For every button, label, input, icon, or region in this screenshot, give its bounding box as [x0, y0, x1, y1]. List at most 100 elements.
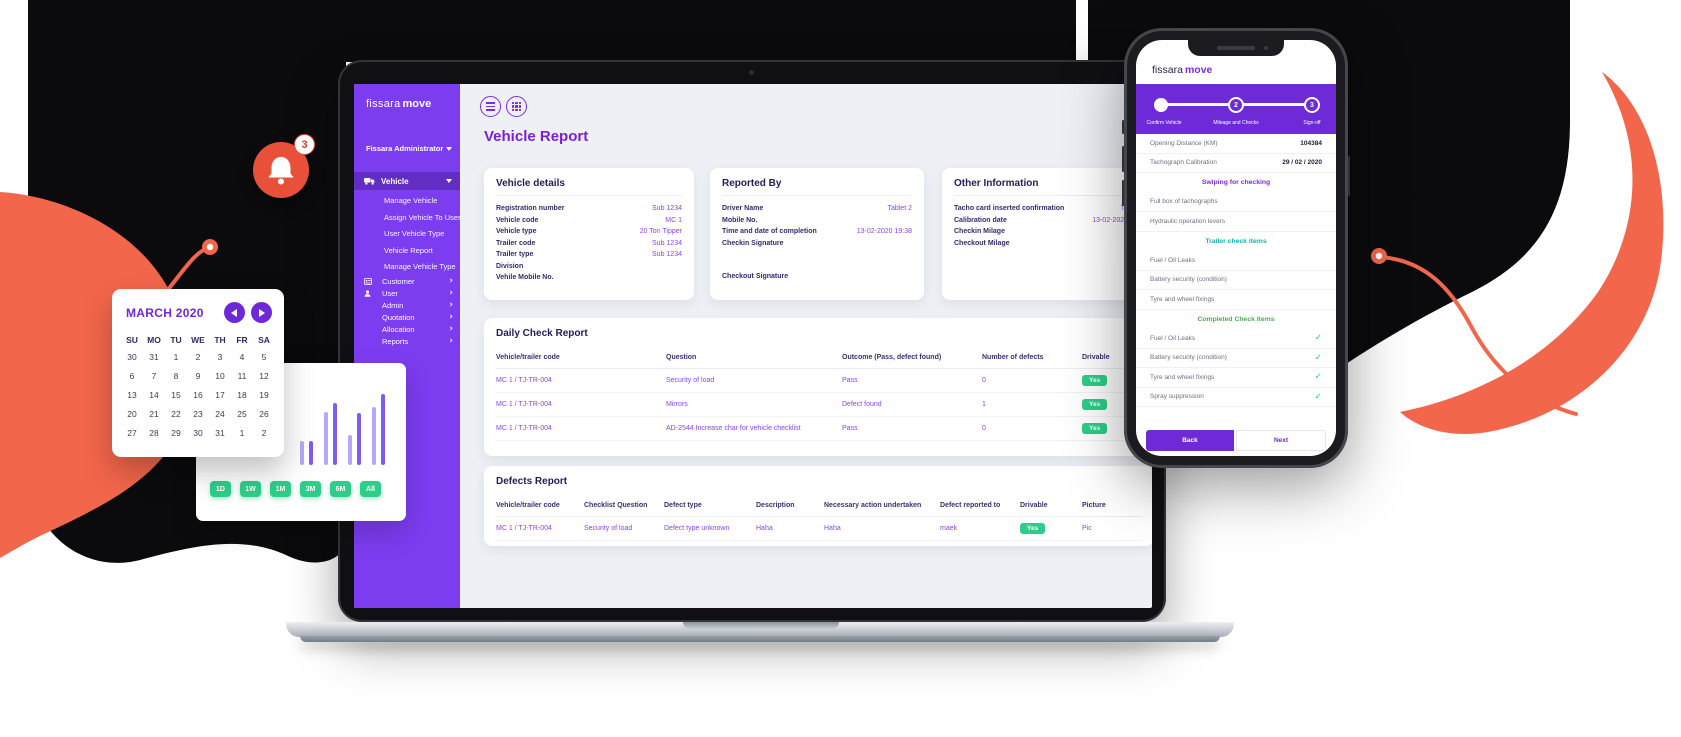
calendar-day[interactable]: 2 [195, 351, 201, 362]
sidebar-item-admin[interactable]: Admin › [364, 299, 453, 311]
calendar-day[interactable]: 19 [259, 389, 269, 400]
day-header: TU [170, 335, 182, 345]
calendar-day[interactable]: 4 [239, 351, 245, 362]
sidebar-item-user[interactable]: User › [364, 287, 453, 299]
sidebar-item-reports[interactable]: Reports › [364, 335, 453, 347]
check-icon: ✓ [1314, 391, 1322, 402]
info-row: Tacho card inserted confirmationTa [954, 203, 1142, 215]
range-button-6m[interactable]: 6M [330, 481, 351, 497]
next-button[interactable]: Next [1236, 430, 1326, 451]
column-header: Drivable [1020, 502, 1048, 509]
calendar-day[interactable]: 15 [171, 389, 181, 400]
table-row: MC 1 / TJ-TR-004 AD-2544 Increase char fo… [496, 417, 1142, 441]
range-button-3m[interactable]: 3M [300, 481, 321, 497]
table-title: Defects Report [496, 476, 568, 487]
bar [372, 407, 376, 465]
calendar-day[interactable]: 9 [195, 370, 201, 381]
calendar-day[interactable]: 8 [173, 370, 179, 381]
checklist-item[interactable]: Full box of tachographs [1136, 193, 1336, 212]
field-value: Sub 1234 [652, 239, 682, 247]
checklist-item[interactable]: Fuel / Oil Leaks ✓ [1136, 329, 1336, 349]
step-1-dot[interactable] [1154, 98, 1168, 112]
checklist-item[interactable]: Tyre and wheel fixings [1136, 290, 1336, 310]
checklist-item[interactable]: Battery security (condition) [1136, 271, 1336, 290]
prev-month-button[interactable] [224, 302, 245, 323]
notification-bell[interactable]: 3 [253, 134, 315, 198]
sidebar-item-label: Admin [382, 300, 404, 310]
sidebar-item-vehicle[interactable]: Vehicle [354, 172, 460, 190]
calendar-day[interactable]: 30 [127, 351, 137, 362]
range-button-1w[interactable]: 1W [240, 481, 261, 497]
checklist-item[interactable]: Hydraulic operation levers [1136, 212, 1336, 232]
apps-button[interactable] [506, 96, 527, 117]
info-row: Mobile No. [722, 215, 912, 227]
sidebar-user-menu[interactable]: Fissara Administrator [366, 144, 452, 153]
menu-toggle-button[interactable] [480, 96, 501, 117]
calendar-day[interactable]: 6 [129, 370, 135, 381]
checklist-item[interactable]: Spray suppression ✓ [1136, 388, 1336, 407]
calendar-day[interactable]: 21 [149, 408, 159, 419]
day-header: SA [258, 335, 270, 345]
step-3-circle[interactable]: 3 [1304, 97, 1320, 113]
calendar-day[interactable]: 24 [215, 408, 225, 419]
next-month-button[interactable] [251, 302, 272, 323]
cell-defects: 1 [982, 401, 986, 408]
calendar-day[interactable]: 17 [215, 389, 225, 400]
sidebar-subitem-manage-vehicle-type[interactable]: Manage Vehicle Type [384, 262, 456, 271]
sidebar-item-customer[interactable]: Customer › [364, 275, 453, 287]
calendar-day[interactable]: 3 [217, 351, 223, 362]
calendar-day[interactable]: 20 [127, 408, 137, 419]
sidebar-subitem-assign-vehicle-to-user[interactable]: Assign Vehicle To User [384, 212, 461, 222]
sidebar-subitem-vehicle-report[interactable]: Vehicle Report [384, 245, 433, 255]
calendar-day[interactable]: 31 [215, 427, 225, 438]
range-button-1m[interactable]: 1M [270, 481, 291, 497]
calendar-day[interactable]: 10 [215, 370, 225, 381]
calendar-day[interactable]: 1 [173, 351, 179, 362]
sidebar-item-allocation[interactable]: Allocation › [364, 323, 453, 335]
bar [333, 403, 337, 465]
checklist-item[interactable]: Tyre and wheel fixings ✓ [1136, 368, 1336, 388]
app-logo: fissara move [1152, 64, 1213, 76]
calendar-title: MARCH 2020 [126, 305, 204, 320]
sidebar-item-label: Allocation [382, 324, 415, 334]
calendar-day[interactable]: 28 [149, 427, 159, 438]
card-title: Vehicle details [496, 178, 682, 196]
cell-outcome: Pass [842, 377, 858, 384]
calendar-day[interactable]: 12 [259, 370, 269, 381]
sidebar-subitem-manage-vehicle[interactable]: Manage Vehicle [384, 196, 438, 205]
calendar-day[interactable]: 18 [237, 389, 247, 400]
drivable-badge: Yes [1082, 423, 1108, 434]
reported-by-card: Reported By Driver Name Tablet 2 Mobile No… [710, 168, 924, 300]
phone-notch [1188, 40, 1284, 56]
calendar-day[interactable]: 26 [259, 408, 269, 419]
sidebar-item-quotation[interactable]: Quotation › [364, 311, 453, 323]
calendar-day[interactable]: 23 [193, 408, 203, 419]
chevron-right-icon: › [449, 276, 453, 286]
calendar-day[interactable]: 22 [171, 408, 181, 419]
back-button[interactable]: Back [1146, 430, 1234, 451]
calendar-day[interactable]: 16 [193, 389, 203, 400]
section-heading: Completed Check Items [1197, 315, 1275, 323]
calendar-day[interactable]: 1 [239, 427, 245, 438]
calendar-day[interactable]: 31 [149, 351, 159, 362]
calendar-day[interactable]: 5 [261, 351, 267, 362]
calendar-day[interactable]: 30 [193, 427, 203, 438]
column-header: Vehicle/trailer code [496, 502, 560, 509]
calendar-day[interactable]: 25 [237, 408, 247, 419]
calendar-day[interactable]: 13 [127, 389, 137, 400]
calendar-day[interactable]: 7 [151, 370, 157, 381]
checklist-item-label: Fuel / Oil Leaks [1150, 334, 1196, 342]
field-label: Checkin Signature [722, 239, 784, 247]
checklist-item[interactable]: Fuel / Oil Leaks [1136, 251, 1336, 271]
sidebar-subitem-user-vehicle-type[interactable]: User Vehicle Type [384, 229, 445, 238]
range-button-1d[interactable]: 1D [210, 481, 231, 497]
calendar-day[interactable]: 2 [261, 427, 267, 438]
checklist-item[interactable]: Battery security (condition) ✓ [1136, 349, 1336, 368]
calendar-day[interactable]: 14 [149, 389, 159, 400]
calendar-day[interactable]: 11 [237, 370, 247, 381]
calendar-day[interactable]: 27 [127, 427, 137, 438]
range-button-all[interactable]: All [360, 481, 381, 497]
cell-drivable: Yes [1020, 523, 1082, 534]
calendar-day[interactable]: 29 [171, 427, 181, 438]
step-2-circle[interactable]: 2 [1228, 97, 1244, 113]
